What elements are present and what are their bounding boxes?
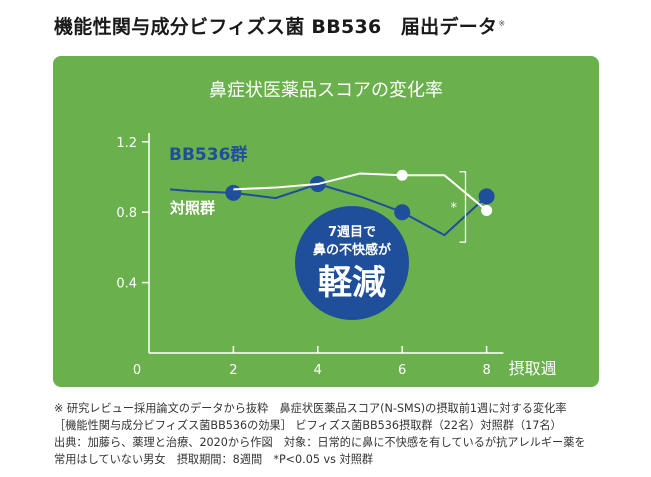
chart-series bbox=[170, 169, 495, 237]
x-tick-label: 0 bbox=[133, 363, 141, 378]
footnote-line: 出典：加藤ら、薬理と治療、2020から作図 対象：日常的に鼻に不快感を有している… bbox=[54, 436, 586, 449]
y-tick-label: 0.4 bbox=[116, 277, 137, 292]
chart-title: 鼻症状医薬品スコアの変化率 bbox=[209, 80, 443, 101]
footnote-line: 常用はしていない男女 摂取期間：8週間 *P<0.05 vs 対照群 bbox=[54, 453, 374, 466]
y-tick-label: 1.2 bbox=[116, 136, 137, 151]
data-point bbox=[396, 169, 408, 181]
significance-bracket bbox=[459, 171, 467, 243]
x-tick-label: 2 bbox=[229, 363, 237, 378]
callout-line2: 鼻の不快感が bbox=[313, 242, 391, 258]
callout-line1: 7週目で bbox=[328, 225, 376, 240]
footnote-line: ［機能性関与成分ビフィズス菌BB536の効果］ ビフィズス菌BB536摂取群（2… bbox=[54, 419, 562, 432]
legend-label-bb536: BB536群 bbox=[169, 144, 247, 165]
callout-big-text: 軽減 bbox=[318, 263, 386, 303]
data-point bbox=[481, 204, 493, 216]
x-tick-label: 6 bbox=[398, 363, 406, 378]
x-tick-label: 4 bbox=[314, 363, 322, 378]
callout-circle bbox=[295, 206, 409, 320]
significance-asterisk: * bbox=[451, 201, 458, 216]
page-heading: 機能性関与成分ビフィズス菌 BB536 届出データ※ bbox=[54, 12, 505, 39]
series-line bbox=[233, 172, 488, 212]
legend-label-control: 対照群 bbox=[169, 199, 215, 217]
heading-footnote-mark: ※ bbox=[498, 18, 506, 28]
footnote-line: ※ 研究レビュー採用論文のデータから抜粋 鼻症状医薬品スコア(N-SMS)の摂取… bbox=[54, 402, 567, 415]
x-axis-title: 摂取週 bbox=[509, 359, 557, 378]
x-tick-label: 8 bbox=[482, 363, 490, 378]
y-tick-label: 0.8 bbox=[116, 206, 137, 221]
footnotes: ※ 研究レビュー採用論文のデータから抜粋 鼻症状医薬品スコア(N-SMS)の摂取… bbox=[54, 400, 599, 468]
series-control bbox=[233, 169, 493, 216]
chart-axes: 0.4 0.8 1.2 0 2 4 6 8 摂取週 bbox=[116, 133, 557, 378]
data-point bbox=[394, 204, 411, 221]
heading-text: 機能性関与成分ビフィズス菌 BB536 届出データ bbox=[54, 16, 498, 38]
data-point bbox=[478, 188, 495, 205]
chart-panel: 鼻症状医薬品スコアの変化率 0.4 0.8 1.2 0 2 4 6 8 摂取週 BB536群 対照… bbox=[53, 56, 599, 387]
data-point bbox=[225, 184, 242, 201]
